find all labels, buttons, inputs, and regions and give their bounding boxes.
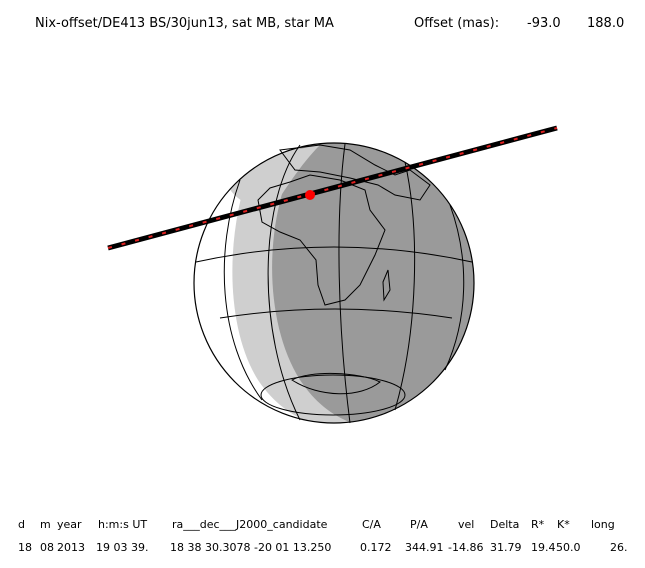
table-cell: 31.79 xyxy=(490,541,522,554)
shadow-path xyxy=(107,125,558,251)
table-cell: 50.0 xyxy=(556,541,581,554)
table-cell: 26. xyxy=(610,541,628,554)
offset-label: Offset (mas): xyxy=(414,16,499,31)
table-cell: 19 03 39. xyxy=(96,541,148,554)
column-header: C/A xyxy=(362,518,381,531)
column-header: R* xyxy=(531,518,545,531)
table-cell: 18 xyxy=(18,541,32,554)
offset-value: -93.0 xyxy=(527,16,561,31)
column-header: vel xyxy=(458,518,474,531)
title: Nix-offset/DE413 BS/30jun13, sat MB, sta… xyxy=(35,16,334,31)
globe xyxy=(193,142,475,424)
column-header: long xyxy=(591,518,615,531)
column-header: K* xyxy=(557,518,570,531)
central-point xyxy=(305,190,315,200)
table-cell: 19.4 xyxy=(531,541,556,554)
column-header: h:m:s UT xyxy=(98,518,147,531)
column-header: d xyxy=(18,518,25,531)
column-header: m xyxy=(40,518,51,531)
table-cell: 08 xyxy=(40,541,54,554)
table-cell: 2013 xyxy=(57,541,85,554)
column-header: year xyxy=(57,518,82,531)
table-cell: 344.91 xyxy=(405,541,444,554)
offset-value: 188.0 xyxy=(587,16,624,31)
table-cell: 18 38 30.3078 -20 01 13.250 xyxy=(170,541,331,554)
table-cell: 0.172 xyxy=(360,541,392,554)
column-header: Delta xyxy=(490,518,519,531)
column-header: ra___dec___J2000_candidate xyxy=(172,518,328,531)
column-header: P/A xyxy=(410,518,428,531)
result-table: d m year h:m:s UT ra___dec___J2000_candidate… xyxy=(18,518,628,554)
table-cell: -14.86 xyxy=(448,541,483,554)
